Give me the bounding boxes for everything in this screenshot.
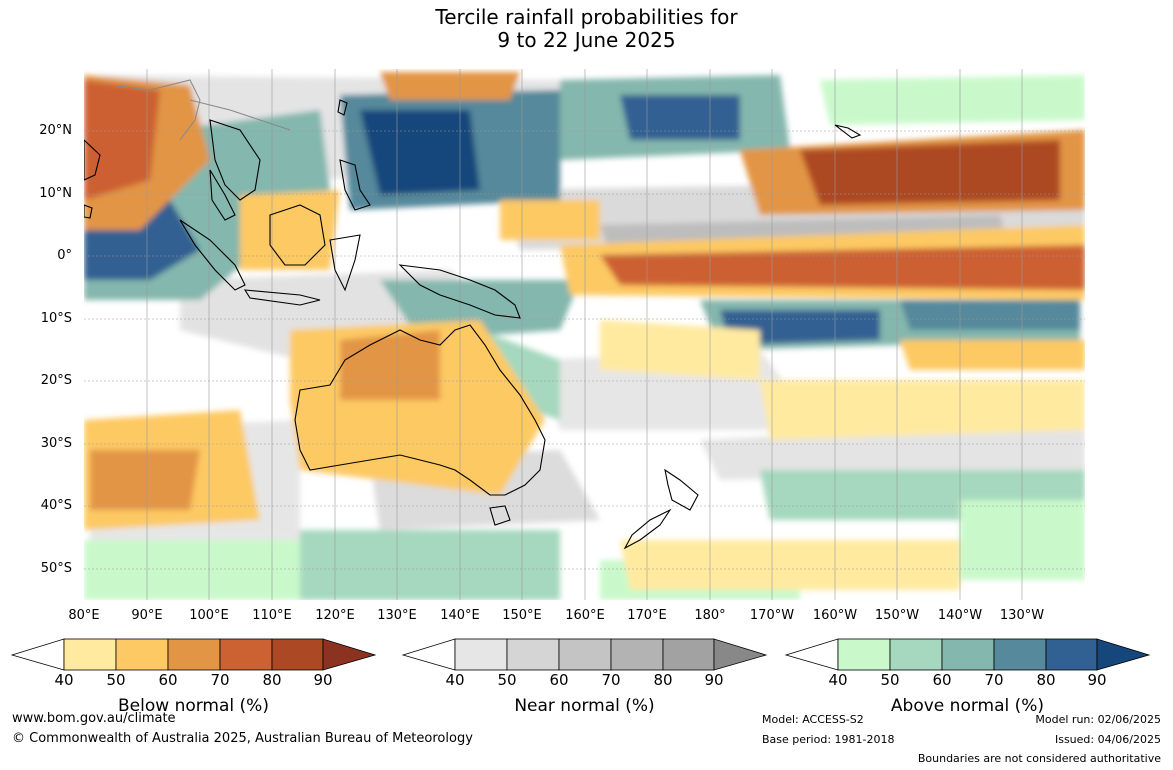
below-normal-region	[760, 380, 1085, 440]
below-normal-region	[340, 330, 440, 400]
lat-label: 20°N	[39, 123, 72, 138]
lon-label: 90°E	[131, 608, 163, 623]
below-normal-region	[500, 200, 600, 240]
lat-label: 20°S	[40, 373, 72, 388]
graticule	[84, 130, 1085, 570]
sumatra-coastline	[179, 219, 246, 291]
colorbar-tick: 70	[210, 671, 230, 689]
sulawesi-coastline	[329, 234, 361, 292]
lon-label: 170°E	[627, 608, 667, 623]
lon-label: 120°E	[315, 608, 355, 623]
colorbar-tick: 60	[932, 671, 952, 689]
malay-peninsula-coastline	[209, 169, 236, 221]
new-zealand-north-coastline	[664, 468, 699, 511]
lon-label: 160°E	[565, 608, 605, 623]
land-borders	[109, 79, 291, 141]
colorbar-tick: 90	[1087, 671, 1107, 689]
lon-label: 130°E	[377, 608, 417, 623]
philippines-coastline	[339, 159, 371, 211]
colorbar-tick: 80	[653, 671, 673, 689]
model-run-date: Model run: 02/06/2025	[1035, 713, 1161, 726]
colorbar-tick: 70	[984, 671, 1004, 689]
below-normal-region	[600, 320, 760, 380]
tasmania-coastline	[489, 505, 511, 526]
above-normal-region	[960, 500, 1085, 580]
colorbar-tick: 60	[158, 671, 178, 689]
above-normal-region	[820, 75, 1085, 125]
above-normal-region	[620, 95, 740, 140]
above-normal-region	[900, 300, 1080, 330]
boundaries-disclaimer: Boundaries are not considered authoritat…	[917, 752, 1161, 765]
website-link[interactable]: www.bom.gov.au/climate	[12, 711, 176, 726]
below-normal-region	[84, 80, 160, 200]
borneo-coastline	[269, 204, 326, 266]
lon-label: 180°	[694, 608, 726, 623]
below-normal-region	[900, 340, 1085, 370]
below-normal-region	[800, 140, 1060, 205]
lon-label: 140°E	[440, 608, 480, 623]
below-normal-colorbar-title: Below normal (%)	[118, 696, 269, 716]
meridians	[146, 69, 1023, 600]
colorbar-tick: 50	[880, 671, 900, 689]
sri-lanka-coastline	[84, 204, 93, 219]
lat-label: 0°	[57, 248, 72, 263]
lon-label: 150°W	[874, 608, 920, 623]
above-normal-colorbar	[784, 638, 1151, 671]
model-name: Model: ACCESS-S2	[762, 713, 864, 726]
indochina-coastline	[209, 119, 261, 201]
coastlines	[84, 99, 862, 550]
lon-label: 170°W	[749, 608, 795, 623]
lon-label: 150°E	[502, 608, 542, 623]
base-period: Base period: 1981-2018	[762, 733, 895, 746]
map-title-line-1: Tercile rainfall probabilities for	[435, 5, 738, 29]
colorbar-tick: 40	[445, 671, 465, 689]
lon-label: 130°W	[999, 608, 1045, 623]
australia-coastline	[294, 324, 546, 496]
below-normal-colorbar	[10, 638, 377, 671]
below-normal-region	[90, 450, 200, 510]
lon-label: 160°W	[812, 608, 858, 623]
above-normal-region	[300, 530, 560, 600]
lon-label: 80°E	[68, 608, 100, 623]
lat-label: 30°S	[40, 436, 72, 451]
below-normal-region	[380, 72, 520, 100]
colorbar-tick: 50	[497, 671, 517, 689]
copyright-text: © Commonwealth of Australia 2025, Austra…	[12, 731, 473, 746]
above-normal-region	[360, 110, 480, 195]
above-normal-colorbar-title: Above normal (%)	[890, 696, 1045, 716]
hawaii-coastline	[834, 124, 862, 139]
below-normal-region	[620, 540, 960, 590]
colorbar-tick: 80	[262, 671, 282, 689]
colorbar-tick: 40	[54, 671, 74, 689]
lat-label: 10°S	[40, 311, 72, 326]
map-title-line-2: 9 to 22 June 2025	[497, 28, 676, 52]
lat-label: 10°N	[39, 186, 72, 201]
taiwan-coastline	[337, 99, 348, 116]
lon-label: 110°E	[252, 608, 292, 623]
issued-date: Issued: 04/06/2025	[1054, 733, 1161, 746]
colorbar-tick: 90	[704, 671, 724, 689]
colorbar-tick: 60	[549, 671, 569, 689]
india-coastline	[84, 139, 101, 181]
below-normal-region	[240, 190, 340, 270]
colorbar-tick: 50	[106, 671, 126, 689]
lon-label: 100°E	[189, 608, 229, 623]
lat-label: 40°S	[40, 498, 72, 513]
lon-label: 140°W	[937, 608, 983, 623]
above-normal-region	[84, 540, 300, 600]
colorbar-tick: 40	[828, 671, 848, 689]
lat-label: 50°S	[40, 561, 72, 576]
colorbar-tick: 80	[1036, 671, 1056, 689]
near-normal-colorbar	[401, 638, 768, 671]
colorbar-tick: 70	[601, 671, 621, 689]
java-coastline	[243, 289, 321, 306]
near-normal-colorbar-title: Near normal (%)	[514, 696, 655, 716]
new-zealand-south-coastline	[623, 508, 672, 550]
colorbar-tick: 90	[313, 671, 333, 689]
new-guinea-coastline	[398, 264, 521, 319]
